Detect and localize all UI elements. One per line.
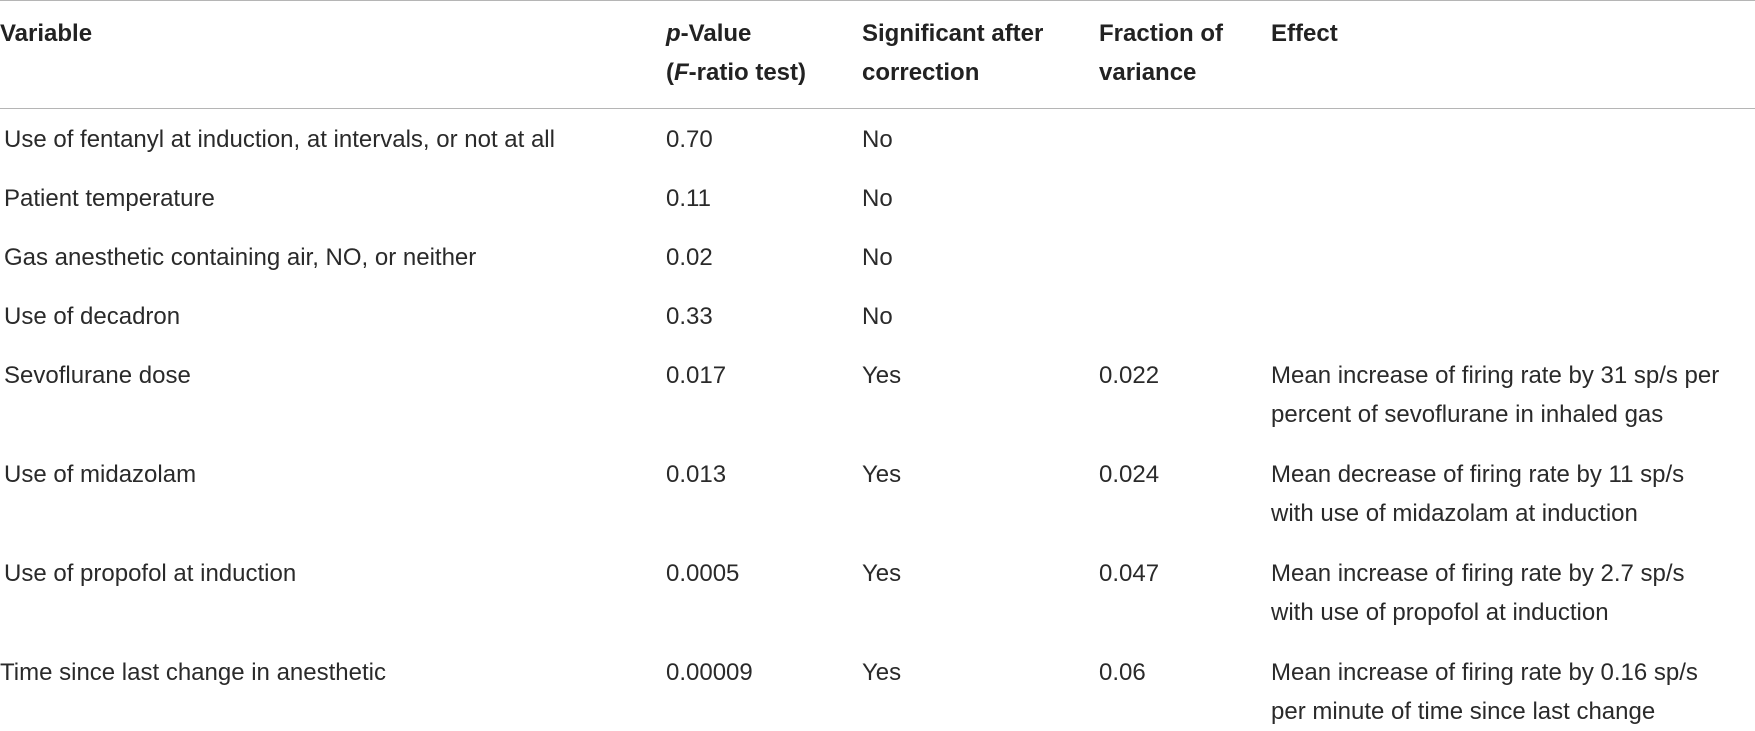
variable-cell: Sevoflurane dose xyxy=(4,362,191,389)
significant-cell: No xyxy=(862,185,893,212)
fraction-cell: 0.022 xyxy=(1099,362,1160,389)
variable-cell: Use of fentanyl at induction, at interva… xyxy=(4,126,555,153)
header-significant: Significant after correction xyxy=(862,20,1044,86)
effect-cell: Mean decrease of firing rate by 11 sp/s … xyxy=(1271,461,1685,527)
variable-cell: Patient temperature xyxy=(4,185,215,212)
variable-cell: Use of midazolam xyxy=(4,461,197,488)
header-bottom-rule xyxy=(0,108,1755,109)
effect-cell: Mean increase of firing rate by 31 sp/s … xyxy=(1271,362,1720,428)
header-pvalue: p-Value (F-ratio test) xyxy=(666,20,807,86)
significant-cell: Yes xyxy=(862,659,902,686)
header-variable: Variable xyxy=(0,20,93,47)
pvalue-cell: 0.70 xyxy=(666,126,713,153)
significant-cell: Yes xyxy=(862,461,902,488)
variable-cell: Use of propofol at induction xyxy=(4,560,297,587)
significant-cell: No xyxy=(862,244,893,271)
pvalue-cell: 0.11 xyxy=(666,185,711,212)
significant-cell: Yes xyxy=(862,362,902,389)
effect-cell: Mean increase of firing rate by 0.16 sp/… xyxy=(1271,659,1698,725)
variable-cell: Time since last change in anesthetic xyxy=(0,659,386,686)
header-effect: Effect xyxy=(1271,20,1338,47)
significant-cell: No xyxy=(862,303,893,330)
variable-cell: Gas anesthetic containing air, NO, or ne… xyxy=(4,244,477,271)
fraction-cell: 0.047 xyxy=(1099,560,1160,587)
pvalue-cell: 0.013 xyxy=(666,461,727,488)
fraction-cell: 0.06 xyxy=(1099,659,1146,686)
pvalue-cell: 0.33 xyxy=(666,303,713,330)
pvalue-cell: 0.02 xyxy=(666,244,713,271)
header-fraction: Fraction of variance xyxy=(1099,20,1223,86)
pvalue-cell: 0.017 xyxy=(666,362,727,389)
pvalue-cell: 0.00009 xyxy=(666,659,753,686)
variable-cell: Use of decadron xyxy=(4,303,181,330)
pvalue-cell: 0.0005 xyxy=(666,560,740,587)
effect-cell: Mean increase of firing rate by 2.7 sp/s… xyxy=(1271,560,1685,626)
significant-cell: No xyxy=(862,126,893,153)
significant-cell: Yes xyxy=(862,560,902,587)
table-top-rule xyxy=(0,0,1755,1)
fraction-cell: 0.024 xyxy=(1099,461,1160,488)
